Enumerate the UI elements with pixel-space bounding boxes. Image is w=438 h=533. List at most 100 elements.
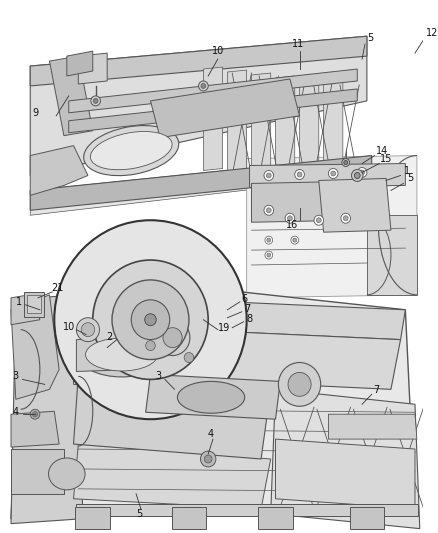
Text: 15: 15 [380,154,392,164]
Polygon shape [30,36,367,86]
Polygon shape [324,82,343,178]
Polygon shape [367,215,417,295]
Polygon shape [76,337,136,372]
Text: 5: 5 [136,508,142,519]
Text: 16: 16 [286,220,298,230]
Circle shape [163,328,182,348]
Circle shape [297,172,302,177]
Text: 19: 19 [219,322,231,333]
Polygon shape [74,295,405,340]
Text: 4: 4 [208,429,214,439]
Polygon shape [251,73,271,173]
Circle shape [184,352,194,362]
Circle shape [198,81,208,91]
Text: 10: 10 [63,322,75,332]
Polygon shape [69,89,357,133]
Circle shape [201,84,206,88]
Text: 7: 7 [244,304,251,314]
Text: 7: 7 [373,385,380,395]
Polygon shape [11,295,83,523]
Circle shape [360,170,364,175]
Circle shape [331,171,336,176]
Circle shape [285,213,295,223]
Polygon shape [74,295,170,389]
Polygon shape [247,156,417,298]
Bar [76,504,418,516]
Circle shape [112,280,189,360]
Ellipse shape [49,458,85,490]
Circle shape [265,251,272,259]
Polygon shape [11,295,59,399]
Polygon shape [30,156,372,211]
Polygon shape [30,36,367,175]
Circle shape [288,373,311,397]
Polygon shape [69,69,357,113]
Text: 6: 6 [242,294,248,304]
Circle shape [205,455,212,463]
Circle shape [76,318,99,342]
Ellipse shape [78,332,165,377]
Circle shape [30,409,40,419]
Polygon shape [227,70,247,172]
Polygon shape [74,444,271,508]
Polygon shape [250,164,405,188]
Circle shape [316,218,321,223]
Ellipse shape [177,382,245,413]
Polygon shape [30,146,88,196]
Polygon shape [11,294,40,325]
Polygon shape [271,389,420,529]
Circle shape [81,322,95,337]
Text: 1: 1 [16,297,22,307]
Circle shape [341,213,350,223]
Circle shape [287,216,292,221]
Polygon shape [11,411,59,447]
Circle shape [328,168,338,179]
Circle shape [266,173,271,178]
Circle shape [155,320,190,356]
Ellipse shape [90,132,172,169]
Circle shape [265,236,272,244]
Polygon shape [146,375,280,419]
Circle shape [342,158,350,166]
Text: 3: 3 [155,372,161,382]
Text: 5: 5 [407,173,413,183]
Circle shape [264,205,274,215]
Circle shape [344,160,348,165]
Circle shape [54,220,247,419]
Text: 4: 4 [13,407,19,417]
Text: 5: 5 [367,33,374,43]
Text: 9: 9 [32,108,38,118]
Bar [172,507,206,529]
Circle shape [93,260,208,379]
Circle shape [93,99,98,103]
Ellipse shape [85,338,158,371]
Polygon shape [11,290,415,519]
Circle shape [146,322,155,333]
Circle shape [264,171,274,181]
Circle shape [145,314,156,326]
Text: 21: 21 [51,283,64,293]
Text: 12: 12 [426,28,438,38]
Polygon shape [300,79,319,176]
Circle shape [279,362,321,406]
Circle shape [295,169,304,180]
Circle shape [291,236,299,244]
Polygon shape [319,179,391,232]
Polygon shape [30,156,372,215]
Circle shape [314,215,324,225]
Circle shape [91,96,100,106]
Circle shape [293,238,297,242]
Circle shape [33,411,38,417]
Circle shape [352,169,363,181]
Ellipse shape [84,126,179,176]
Circle shape [266,208,271,213]
Polygon shape [328,414,417,439]
Polygon shape [203,67,223,171]
Circle shape [146,341,155,351]
Bar [11,449,64,494]
Polygon shape [67,51,93,76]
Text: 2: 2 [106,332,112,342]
Polygon shape [276,439,415,508]
Bar [350,507,384,529]
Text: 8: 8 [247,314,253,324]
